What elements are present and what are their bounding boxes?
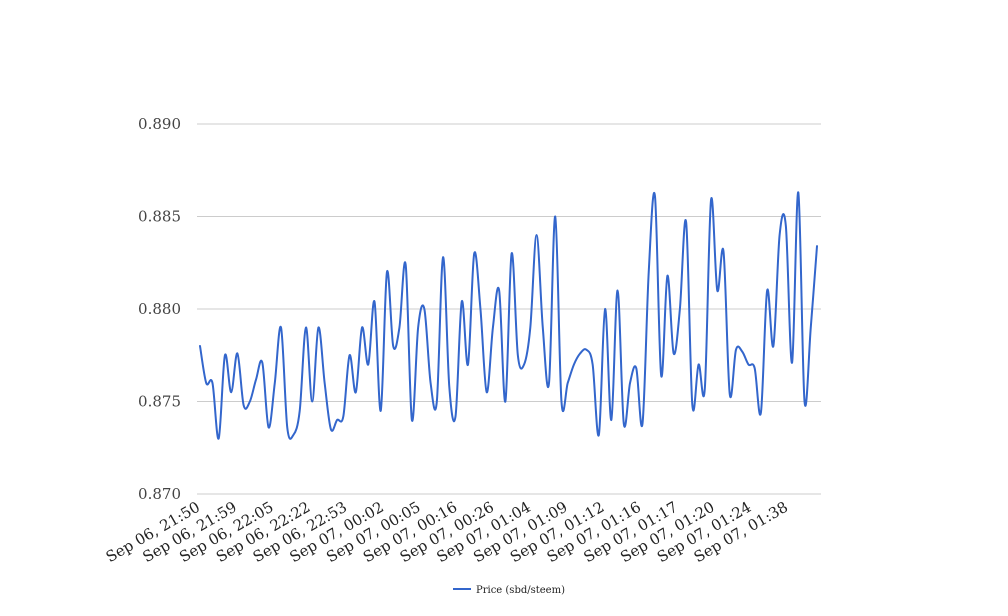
series-layer <box>199 191 818 440</box>
y-tick-label: 0.880 <box>138 300 181 318</box>
series-line-price <box>199 191 818 440</box>
y-tick-label: 0.885 <box>138 208 181 226</box>
legend-label: Price (sbd/steem) <box>476 585 565 596</box>
y-tick-label: 0.890 <box>138 115 181 133</box>
legend: Price (sbd/steem) <box>453 585 565 596</box>
y-tick-label: 0.875 <box>138 393 181 411</box>
y-tick-label: 0.870 <box>138 485 181 503</box>
y-axis-tick-labels: 0.870 0.875 0.880 0.885 0.890 <box>138 115 181 503</box>
